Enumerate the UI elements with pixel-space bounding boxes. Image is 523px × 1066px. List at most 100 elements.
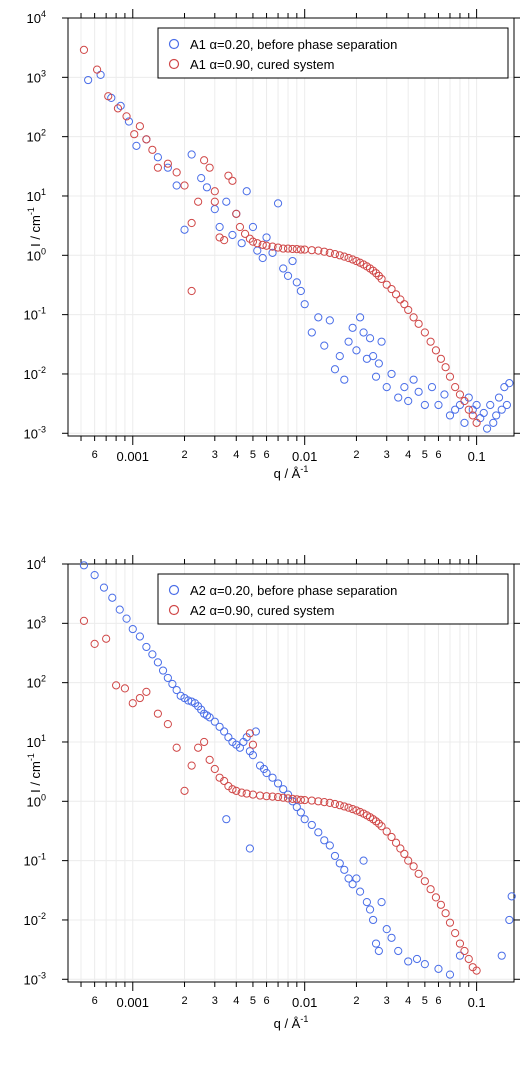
x-tick-label: 4 [405, 449, 411, 461]
data-point [377, 822, 386, 831]
data-point [352, 346, 361, 355]
data-point [344, 253, 353, 263]
y-tick-label: 10-1 [24, 852, 46, 869]
data-point [362, 897, 371, 907]
data-point [320, 836, 329, 845]
x-tick-label: 5 [422, 995, 428, 1007]
data-point [158, 666, 168, 675]
data-point [441, 363, 450, 372]
data-point [325, 841, 334, 850]
data-point [404, 856, 413, 865]
data-point [335, 859, 344, 868]
data-point [414, 869, 423, 878]
data-point [330, 799, 340, 809]
data-point [352, 256, 361, 266]
data-point [128, 699, 137, 708]
data-point [292, 802, 301, 812]
x-tick-label: 2 [181, 449, 187, 461]
data-point [455, 951, 465, 960]
x-tick-label: 4 [405, 995, 411, 1007]
y-tick-label: 100 [27, 792, 46, 809]
data-point [296, 245, 305, 254]
data-point [355, 313, 365, 322]
data-point [445, 411, 455, 420]
data-point [391, 290, 401, 299]
legend-marker [168, 604, 180, 616]
data-point [215, 222, 224, 232]
data-point [197, 174, 206, 183]
legend-entry: A1 α=0.20, before phase separation [190, 37, 397, 52]
y-tick-label: 102 [27, 128, 46, 145]
x-tick-label: 3 [384, 449, 390, 461]
data-point [505, 379, 514, 388]
data-point [434, 400, 443, 410]
x-tick-label: 0.001 [116, 449, 149, 464]
data-point [404, 305, 413, 315]
data-point [445, 918, 455, 927]
legend: A1 α=0.20, before phase separation A1 α=0… [157, 27, 509, 79]
data-point [273, 779, 283, 788]
grid [68, 17, 514, 436]
x-tick-label: 0.1 [468, 449, 486, 464]
x-axis-label: q / Å-1 [274, 1014, 309, 1031]
data-point [300, 815, 309, 824]
data-point [344, 874, 353, 883]
data-point [245, 844, 254, 853]
x-tick-label: 2 [353, 449, 359, 461]
data-point [320, 247, 329, 256]
chart-2: 6 0.001 2 3 4 5 6 0.01 2 3 4 5 6 0.110-310-210-110010… [24, 555, 520, 1031]
data-point [451, 383, 460, 392]
data-point [307, 796, 316, 805]
data-point [255, 791, 265, 800]
data-point [387, 933, 396, 942]
data-point [409, 313, 418, 322]
data-point [371, 939, 381, 948]
data-point [268, 242, 277, 251]
data-point [232, 209, 241, 218]
data-point [253, 246, 262, 255]
data-point [288, 794, 297, 803]
data-point [464, 954, 473, 964]
plot-frame [67, 17, 515, 437]
data-point [460, 396, 469, 406]
data-point [215, 722, 224, 731]
data-point [320, 797, 329, 807]
data-point [90, 570, 99, 580]
data-point [148, 650, 157, 659]
data-point [122, 614, 131, 623]
data-point [220, 727, 229, 736]
data-point [202, 183, 212, 192]
data-point [451, 929, 460, 938]
legend-entry: A2 α=0.90, cured system [190, 603, 334, 618]
data-point [153, 153, 162, 162]
data-point [436, 900, 446, 909]
data-point [330, 851, 340, 861]
data-point [359, 856, 368, 865]
data-point [132, 141, 141, 150]
data-point [340, 375, 349, 384]
data-point [440, 390, 449, 399]
data-point [235, 222, 245, 232]
data-point [436, 354, 446, 363]
data-point [242, 789, 251, 798]
y-tick-label: 103 [27, 68, 46, 85]
data-point [288, 797, 297, 806]
data-point [486, 400, 495, 410]
data-point [464, 405, 473, 414]
data-point [283, 244, 293, 253]
data-point [79, 561, 89, 570]
data-point [369, 266, 378, 275]
data-point [441, 909, 450, 918]
x-tick-label: 4 [233, 995, 239, 1007]
data-point [210, 764, 219, 774]
data-point [344, 803, 353, 812]
data-point [348, 323, 357, 332]
legend-box [157, 573, 509, 625]
x-tick-label: 6 [92, 995, 98, 1007]
data-point [102, 634, 111, 643]
x-tick-label: 3 [212, 995, 218, 1007]
data-point [472, 400, 481, 410]
data-point [387, 284, 396, 294]
